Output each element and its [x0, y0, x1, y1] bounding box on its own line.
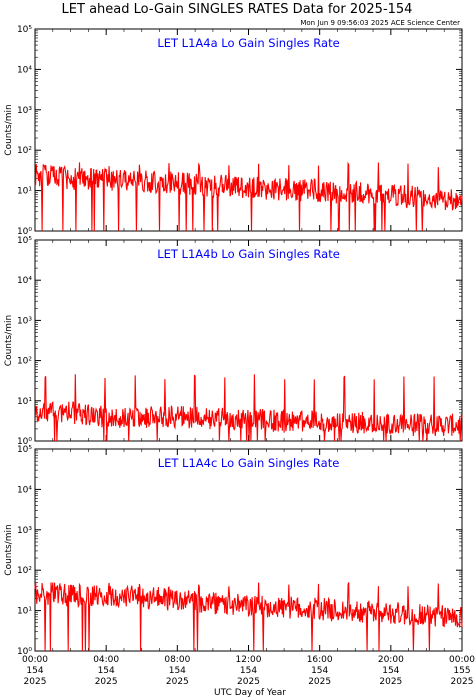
x-tick-label-time: 20:00 [378, 655, 404, 665]
y-tick-label: 10⁰ [17, 647, 32, 657]
x-tick-label-doy: 154 [240, 666, 257, 676]
y-tick-label: 10² [17, 146, 32, 156]
x-tick-label-doy: 154 [98, 666, 115, 676]
y-tick-label: 10¹ [17, 187, 32, 197]
x-tick-label-doy: 154 [169, 666, 186, 676]
panel-title: LET L1A4c Lo Gain Singles Rate [158, 456, 340, 470]
x-tick-label-time: 00:00 [22, 655, 48, 665]
y-axis-label: Counts/min [4, 524, 14, 575]
x-tick-label-time: 12:00 [236, 655, 262, 665]
x-tick-label-doy: 154 [26, 666, 43, 676]
x-tick-label-time: 08:00 [164, 655, 190, 665]
y-tick-label: 10⁰ [17, 437, 32, 447]
x-tick-label-time: 16:00 [307, 655, 333, 665]
x-tick-label-year: 2025 [451, 677, 474, 687]
y-tick-label: 10⁴ [17, 485, 32, 495]
y-tick-label: 10⁵ [17, 25, 32, 35]
x-tick-label-year: 2025 [24, 677, 47, 687]
chart-main-title: LET ahead Lo-Gain SINGLES RATES Data for… [62, 2, 413, 17]
y-tick-label: 10⁵ [17, 445, 32, 455]
y-tick-label: 10⁰ [17, 227, 32, 237]
x-tick-label-doy: 155 [453, 666, 470, 676]
y-tick-label: 10⁴ [17, 276, 32, 286]
panel-title: LET L1A4b Lo Gain Singles Rate [157, 247, 340, 261]
x-tick-label-time: 00:00 [449, 655, 475, 665]
y-tick-label: 10³ [17, 106, 32, 116]
x-tick-label-year: 2025 [237, 677, 260, 687]
x-tick-label-doy: 154 [382, 666, 399, 676]
y-tick-label: 10¹ [17, 397, 32, 407]
x-tick-label-year: 2025 [308, 677, 331, 687]
x-tick-label-year: 2025 [95, 677, 118, 687]
y-tick-label: 10³ [17, 316, 32, 326]
data-series-line [34, 161, 463, 232]
x-tick-label-year: 2025 [166, 677, 189, 687]
data-series-line [34, 374, 463, 442]
y-axis-label: Counts/min [4, 315, 14, 366]
chart-timestamp: Mon Jun 9 09:56:03 2025 ACE Science Cent… [300, 19, 460, 27]
y-tick-label: 10³ [17, 526, 32, 536]
y-tick-label: 10¹ [17, 607, 32, 617]
data-series-line [34, 581, 463, 652]
y-tick-label: 10² [17, 357, 32, 367]
y-axis-label: Counts/min [4, 104, 14, 155]
x-tick-label-doy: 154 [311, 666, 328, 676]
x-tick-label-year: 2025 [379, 677, 402, 687]
x-axis-label: UTC Day of Year [214, 688, 286, 698]
x-tick-label-time: 04:00 [93, 655, 119, 665]
y-tick-label: 10² [17, 566, 32, 576]
y-tick-label: 10⁴ [17, 65, 32, 75]
plot-frame [34, 448, 463, 652]
y-tick-label: 10⁵ [17, 236, 32, 246]
panel-title: LET L1A4a Lo Gain Singles Rate [157, 36, 339, 50]
